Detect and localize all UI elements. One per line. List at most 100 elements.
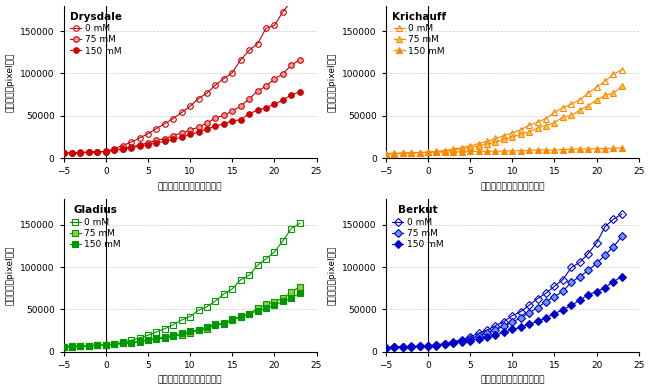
- 0 mM: [77, 150, 85, 155]
- 75 mM: [618, 84, 626, 89]
- 0 mM: [119, 143, 127, 148]
- 0 mM: [391, 345, 398, 350]
- 0 mM: [382, 152, 390, 156]
- 150 mM: [449, 341, 457, 346]
- 0 mM: [567, 102, 575, 106]
- 150 mM: [68, 344, 76, 349]
- 75 mM: [60, 344, 68, 349]
- 75 mM: [399, 345, 407, 349]
- 0 mM: [136, 335, 144, 340]
- 150 mM: [432, 150, 440, 155]
- 150 mM: [517, 325, 525, 330]
- 75 mM: [601, 253, 609, 257]
- 150 mM: [136, 339, 144, 343]
- 150 mM: [102, 149, 110, 154]
- 150 mM: [458, 340, 465, 344]
- 0 mM: [254, 41, 261, 46]
- 75 mM: [508, 320, 516, 324]
- 75 mM: [77, 344, 85, 348]
- 75 mM: [559, 115, 567, 119]
- 75 mM: [432, 149, 440, 154]
- 150 mM: [559, 307, 567, 312]
- 150 mM: [245, 112, 253, 116]
- 0 mM: [559, 105, 567, 110]
- Y-axis label: 総葉面積（pixel値）: 総葉面積（pixel値）: [328, 52, 337, 112]
- 75 mM: [127, 145, 135, 149]
- 150 mM: [228, 119, 236, 123]
- 75 mM: [85, 150, 93, 155]
- 150 mM: [177, 331, 185, 335]
- 75 mM: [610, 245, 617, 249]
- 75 mM: [534, 126, 541, 130]
- Legend: 0 mM, 75 mM, 150 mM: 0 mM, 75 mM, 150 mM: [391, 10, 448, 57]
- 75 mM: [228, 317, 236, 322]
- 75 mM: [593, 261, 601, 266]
- 75 mM: [85, 343, 93, 348]
- 75 mM: [517, 316, 525, 320]
- 0 mM: [153, 126, 161, 131]
- 75 mM: [593, 98, 601, 103]
- 0 mM: [203, 91, 211, 96]
- 75 mM: [94, 149, 101, 154]
- 75 mM: [449, 340, 457, 345]
- 0 mM: [416, 150, 424, 155]
- 75 mM: [220, 113, 228, 117]
- 75 mM: [220, 321, 228, 326]
- 0 mM: [186, 104, 194, 108]
- 75 mM: [551, 294, 558, 299]
- 0 mM: [127, 338, 135, 343]
- 0 mM: [245, 273, 253, 278]
- 75 mM: [262, 302, 270, 307]
- 150 mM: [270, 102, 278, 106]
- 0 mM: [525, 123, 533, 128]
- 150 mM: [551, 148, 558, 152]
- 0 mM: [399, 151, 407, 156]
- 0 mM: [534, 120, 541, 124]
- 150 mM: [296, 90, 304, 94]
- 75 mM: [408, 151, 415, 156]
- 75 mM: [136, 143, 144, 147]
- 150 mM: [593, 289, 601, 294]
- 0 mM: [466, 334, 474, 339]
- 75 mM: [391, 151, 398, 156]
- 0 mM: [136, 136, 144, 140]
- 75 mM: [144, 338, 152, 343]
- 0 mM: [144, 131, 152, 136]
- 0 mM: [551, 284, 558, 289]
- 150 mM: [584, 292, 592, 297]
- 75 mM: [287, 290, 295, 294]
- 150 mM: [262, 306, 270, 311]
- 0 mM: [567, 265, 575, 269]
- 150 mM: [111, 148, 118, 152]
- 150 mM: [458, 149, 465, 154]
- Line: 150 mM: 150 mM: [61, 89, 302, 156]
- 0 mM: [77, 344, 85, 349]
- 0 mM: [60, 345, 68, 350]
- Line: 150 mM: 150 mM: [383, 145, 625, 156]
- Line: 75 mM: 75 mM: [61, 57, 302, 156]
- 0 mM: [408, 151, 415, 155]
- 150 mM: [610, 146, 617, 151]
- 0 mM: [542, 116, 550, 121]
- 0 mM: [262, 26, 270, 31]
- Line: 0 mM: 0 mM: [383, 67, 625, 157]
- 150 mM: [245, 312, 253, 316]
- 150 mM: [601, 285, 609, 290]
- 0 mM: [449, 147, 457, 151]
- 150 mM: [382, 346, 390, 350]
- 150 mM: [262, 105, 270, 110]
- 75 mM: [567, 280, 575, 285]
- 0 mM: [517, 128, 525, 132]
- 75 mM: [441, 342, 448, 346]
- 75 mM: [245, 312, 253, 317]
- Line: 150 mM: 150 mM: [61, 290, 302, 350]
- 75 mM: [424, 344, 432, 348]
- 75 mM: [170, 133, 177, 138]
- 150 mM: [474, 337, 482, 341]
- 150 mM: [483, 335, 491, 340]
- 150 mM: [551, 311, 558, 316]
- 150 mM: [287, 92, 295, 97]
- 75 mM: [203, 121, 211, 125]
- 75 mM: [618, 234, 626, 239]
- 0 mM: [203, 304, 211, 309]
